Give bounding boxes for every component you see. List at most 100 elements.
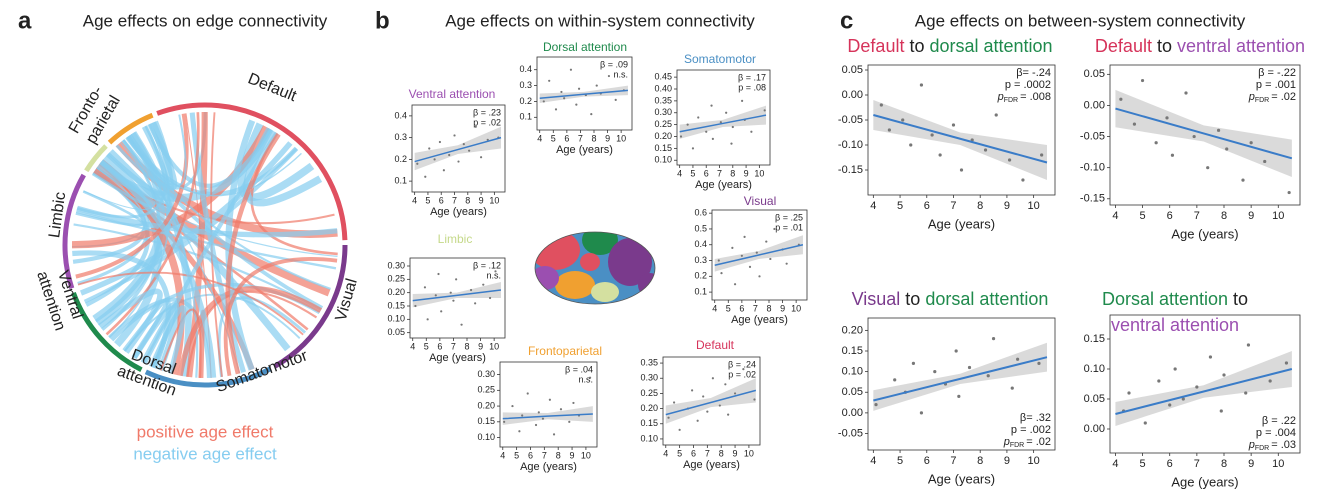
data-point	[1154, 141, 1158, 145]
data-point	[469, 288, 473, 292]
x-tick-label: 5	[677, 448, 682, 458]
data-point	[541, 417, 545, 420]
data-point	[511, 404, 514, 408]
data-point	[691, 147, 695, 150]
confidence-band	[1115, 351, 1292, 426]
data-point	[1016, 357, 1020, 361]
y-tick-label: 0.1	[394, 176, 407, 186]
data-point	[919, 411, 924, 415]
x-axis-label: Age (years)	[731, 314, 788, 326]
data-point	[569, 68, 573, 71]
chord-ribbon	[75, 210, 337, 270]
fit-line	[539, 89, 628, 100]
stat-annotation: p = .08	[738, 82, 766, 92]
system-label: Visual	[333, 277, 361, 323]
fit-line	[873, 114, 1048, 164]
data-point	[1192, 134, 1196, 139]
x-tick-label: 4	[410, 341, 415, 351]
x-tick-label: 6	[439, 195, 444, 205]
data-point	[719, 121, 722, 124]
stat-annotation: β = .09	[600, 59, 628, 69]
data-point	[588, 376, 592, 379]
data-point	[448, 153, 451, 157]
data-point	[724, 383, 727, 386]
data-point	[518, 430, 521, 433]
data-point	[1287, 190, 1291, 195]
data-point	[534, 423, 538, 427]
stat-subscript: FDR	[1010, 442, 1024, 449]
x-tick-label: 9	[570, 450, 575, 460]
y-tick-label: 0.00	[1084, 423, 1105, 435]
confidence-band	[679, 105, 767, 139]
data-point	[679, 135, 683, 138]
data-point	[1007, 158, 1012, 162]
x-tick-label: 9	[1248, 210, 1254, 222]
stat-annotation: pFDR = .008	[997, 91, 1051, 104]
x-tick-label: 6	[924, 200, 930, 212]
data-point	[503, 420, 506, 423]
x-axis-label: Age (years)	[1171, 474, 1238, 489]
data-point	[725, 111, 728, 114]
x-tick-label: 7	[578, 133, 583, 143]
system-arc	[62, 173, 86, 290]
data-point	[452, 299, 455, 302]
data-point	[718, 404, 721, 407]
brain-rendering	[534, 231, 656, 305]
x-tick-label: 9	[1248, 458, 1254, 470]
data-point	[1119, 97, 1123, 101]
data-point	[1157, 379, 1161, 383]
stat-annotation: p = .0002	[1005, 79, 1051, 91]
x-tick-label: 4	[1112, 210, 1118, 222]
data-point	[879, 103, 883, 107]
stat-annotation: β = .04	[565, 364, 593, 374]
data-point	[438, 140, 441, 144]
data-point	[711, 137, 714, 140]
x-tick-label: 8	[977, 455, 983, 467]
y-tick-label: 0.05	[1084, 68, 1105, 80]
x-tick-label: 5	[425, 195, 430, 205]
stat-symbol: p	[997, 91, 1004, 103]
y-tick-label: 0.15	[1084, 333, 1105, 345]
x-tick-label: 10	[1272, 458, 1284, 470]
x-tick-label: 6	[691, 448, 696, 458]
data-point	[1244, 391, 1248, 395]
x-tick-label: 5	[726, 303, 731, 313]
data-point	[1181, 397, 1185, 401]
x-tick-label: 5	[690, 168, 695, 178]
data-point	[678, 428, 681, 431]
panel-label: a	[18, 7, 32, 34]
data-point	[1222, 373, 1226, 377]
data-point	[743, 235, 746, 238]
stat-subscript: FDR	[1004, 97, 1018, 104]
chord-ribbon	[83, 142, 156, 211]
data-point	[521, 414, 524, 417]
x-tick-label: 7	[542, 450, 547, 460]
y-tick-label: 0.2	[394, 154, 407, 164]
chord-ribbon	[77, 271, 304, 336]
panel-title: Age effects on within-system connectivit…	[445, 11, 755, 30]
data-point	[526, 392, 529, 395]
stat-annotation: β= -.24	[1016, 67, 1051, 79]
data-point	[893, 378, 897, 382]
y-tick-label: 0.15	[842, 345, 863, 357]
data-point	[1249, 141, 1253, 145]
data-point	[957, 394, 961, 398]
data-point	[909, 143, 913, 147]
x-axis-label: Age (years)	[430, 206, 487, 218]
y-tick-label: 0.10	[654, 155, 672, 165]
x-tick-label: 7	[1194, 210, 1200, 222]
title-part: dorsal attention	[925, 289, 1048, 309]
data-point	[967, 365, 972, 370]
confidence-band	[414, 126, 502, 171]
data-point	[758, 275, 761, 278]
data-point	[765, 240, 768, 243]
stat-annotation: pFDR = .02	[1003, 436, 1051, 449]
data-point	[424, 175, 427, 178]
x-tick-label: 10	[616, 133, 626, 143]
y-tick-label: 0.15	[640, 418, 658, 428]
plot-title: Visual	[744, 194, 776, 208]
stat-annotation: β= .32	[1020, 412, 1051, 424]
data-point	[901, 118, 905, 122]
data-point	[769, 257, 772, 261]
